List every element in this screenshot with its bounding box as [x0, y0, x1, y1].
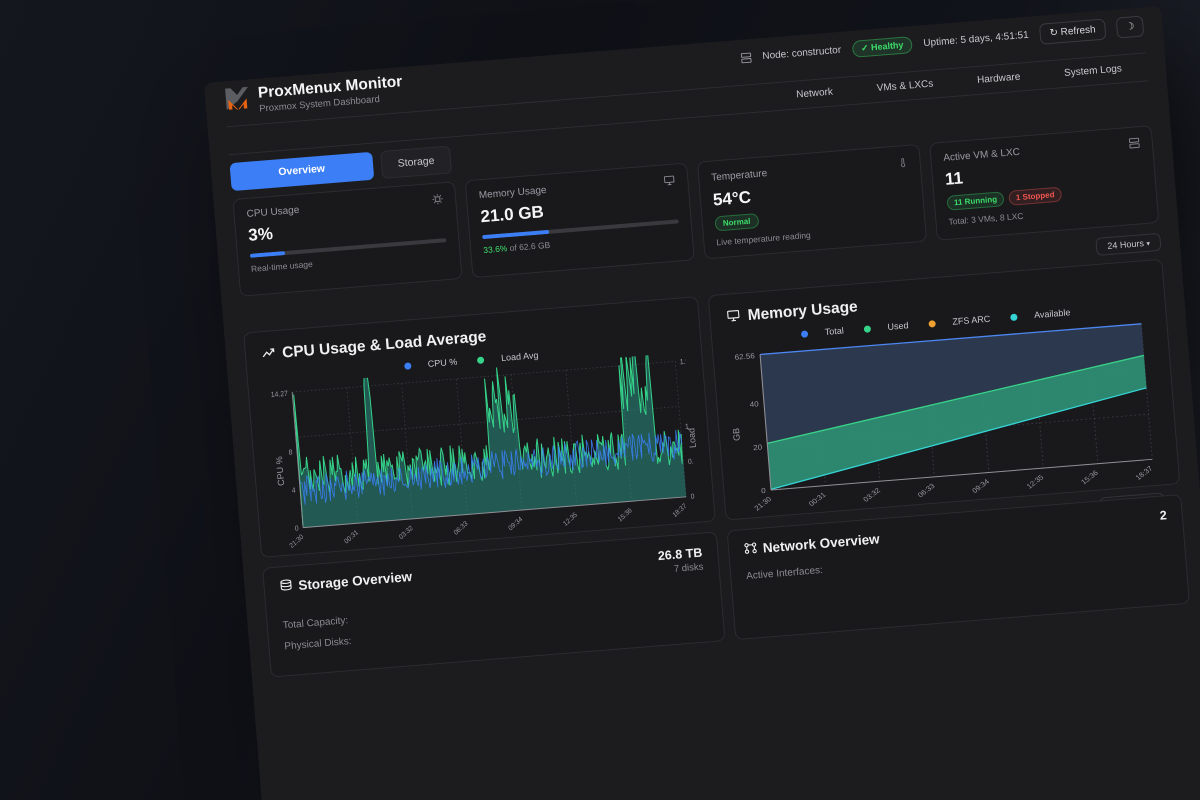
svg-text:0: 0 — [295, 525, 299, 534]
svg-text:18:37: 18:37 — [672, 503, 689, 520]
svg-text:21:30: 21:30 — [752, 495, 773, 513]
svg-text:21:30: 21:30 — [289, 534, 306, 551]
svg-text:15:36: 15:36 — [1079, 469, 1100, 487]
svg-text:0: 0 — [761, 487, 766, 496]
svg-text:00:31: 00:31 — [807, 491, 828, 509]
svg-text:06:33: 06:33 — [453, 520, 470, 537]
svg-text:0.5: 0.5 — [688, 457, 698, 466]
svg-text:03:32: 03:32 — [398, 525, 415, 542]
svg-text:62.56: 62.56 — [734, 352, 755, 362]
svg-text:12:35: 12:35 — [562, 512, 579, 529]
svg-text:1.94: 1.94 — [680, 357, 694, 366]
svg-text:18:37: 18:37 — [1134, 464, 1155, 482]
svg-text:8: 8 — [288, 449, 292, 458]
svg-text:09:34: 09:34 — [970, 478, 991, 496]
svg-text:4: 4 — [292, 487, 296, 496]
svg-text:03:32: 03:32 — [861, 486, 882, 504]
svg-text:06:33: 06:33 — [916, 482, 937, 500]
svg-text:09:34: 09:34 — [507, 516, 524, 533]
svg-text:15:36: 15:36 — [617, 507, 634, 524]
svg-text:0: 0 — [690, 493, 694, 502]
svg-text:20: 20 — [753, 443, 763, 452]
svg-text:14.27: 14.27 — [271, 390, 289, 400]
svg-text:12:35: 12:35 — [1025, 473, 1046, 491]
svg-text:00:31: 00:31 — [343, 529, 360, 546]
svg-text:40: 40 — [749, 400, 759, 409]
